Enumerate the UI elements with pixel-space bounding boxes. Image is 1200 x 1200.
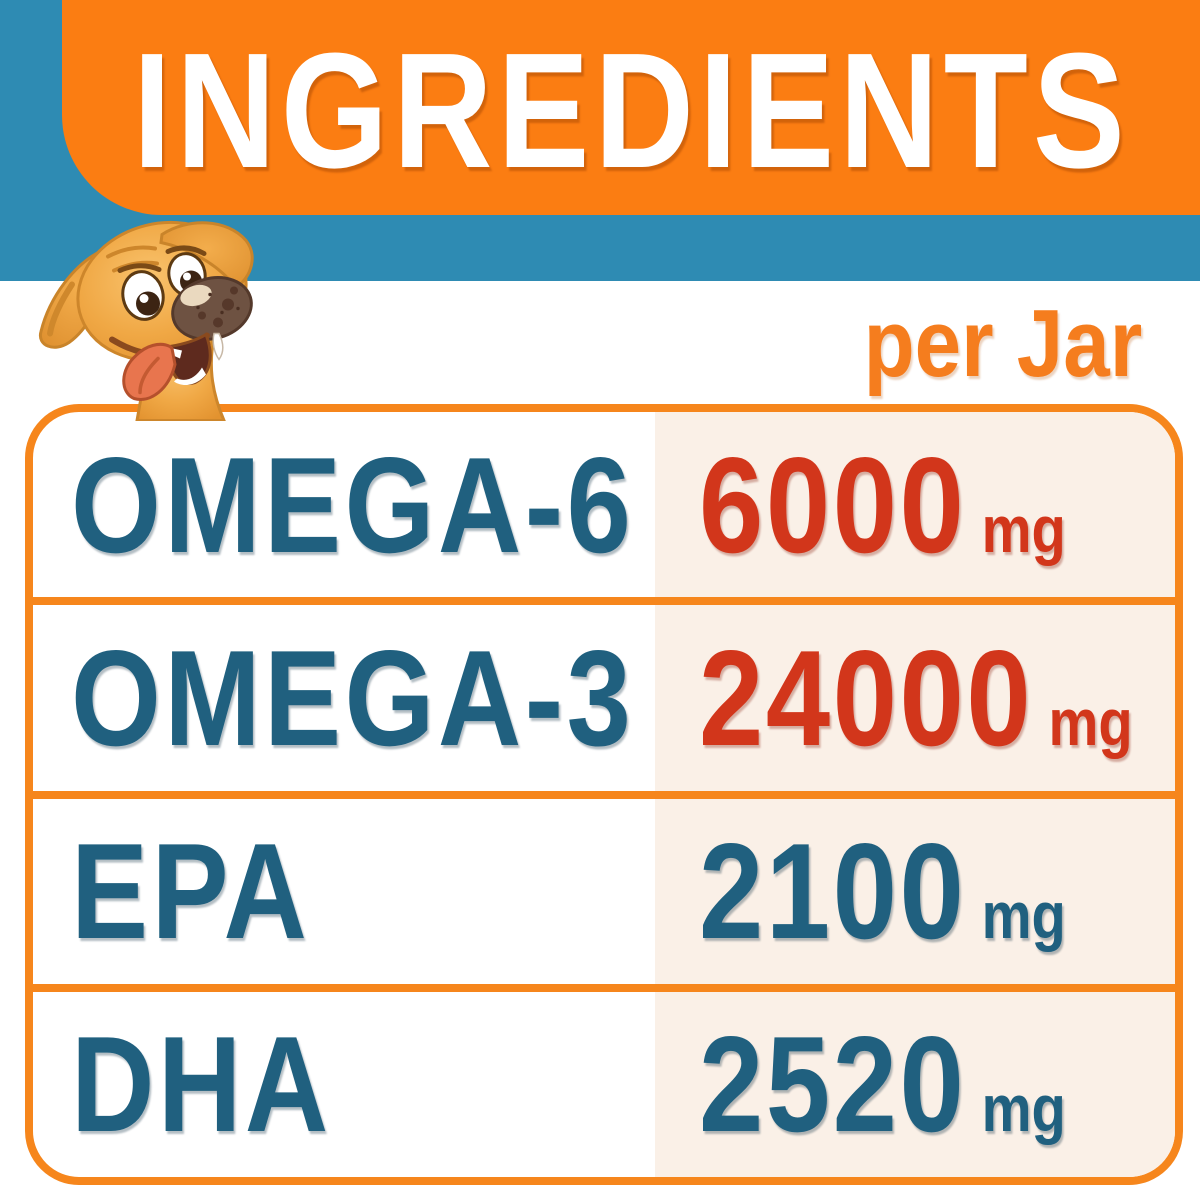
ingredient-amount: 2520 <box>699 1008 967 1161</box>
ingredients-table: OMEGA-6 6000 mg OMEGA-3 24000 mg <box>25 404 1183 1185</box>
page-title: INGREDIENTS <box>132 18 1130 202</box>
table-rows: OMEGA-6 6000 mg OMEGA-3 24000 mg <box>33 412 1175 1177</box>
ingredient-name-cell: EPA <box>33 823 655 959</box>
table-row: EPA 2100 mg <box>33 799 1175 984</box>
per-jar-label: per Jar <box>863 290 1142 397</box>
ingredient-value: 2100 mg <box>699 823 1066 959</box>
ingredient-unit: mg <box>981 1071 1066 1146</box>
table-row: OMEGA-6 6000 mg <box>33 412 1175 597</box>
ingredient-unit: mg <box>981 491 1066 566</box>
dog-mascot-icon <box>38 220 254 421</box>
ingredient-value: 2520 mg <box>699 1016 1066 1152</box>
ingredient-value: 6000 mg <box>699 437 1066 573</box>
ingredient-name: DHA <box>71 1008 332 1161</box>
row-divider <box>33 597 1175 606</box>
ingredient-unit: mg <box>1048 684 1133 759</box>
ingredient-value-cell: 2520 mg <box>655 1016 1175 1152</box>
ingredient-name-cell: OMEGA-6 <box>33 437 655 573</box>
row-divider <box>33 983 1175 992</box>
ingredient-name-cell: OMEGA-3 <box>33 630 655 766</box>
ingredient-amount: 6000 <box>699 428 967 581</box>
ingredient-name: EPA <box>71 815 311 968</box>
table-row: DHA 2520 mg <box>33 992 1175 1177</box>
row-divider <box>33 790 1175 799</box>
ingredient-value: 24000 mg <box>699 630 1133 766</box>
header-banner: INGREDIENTS <box>62 0 1200 215</box>
ingredient-value-cell: 2100 mg <box>655 823 1175 959</box>
ingredient-name-cell: DHA <box>33 1016 655 1152</box>
ingredient-value-cell: 6000 mg <box>655 437 1175 573</box>
ingredient-name: OMEGA-3 <box>71 621 635 774</box>
ingredient-unit: mg <box>981 878 1066 953</box>
ingredient-name: OMEGA-6 <box>71 428 635 581</box>
table-row: OMEGA-3 24000 mg <box>33 605 1175 790</box>
ingredient-amount: 2100 <box>699 815 967 968</box>
ingredient-value-cell: 24000 mg <box>655 630 1175 766</box>
ingredient-amount: 24000 <box>699 621 1034 774</box>
